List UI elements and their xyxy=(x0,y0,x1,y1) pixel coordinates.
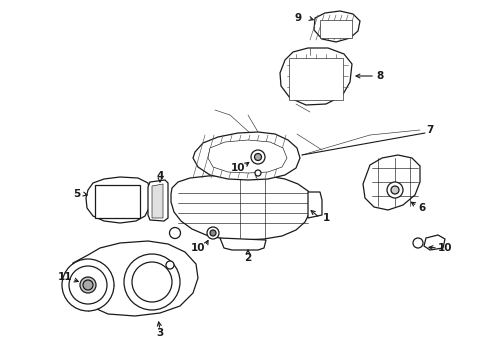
Text: 6: 6 xyxy=(418,203,426,213)
Text: 1: 1 xyxy=(322,213,330,223)
Circle shape xyxy=(413,238,423,248)
Polygon shape xyxy=(70,241,198,316)
Polygon shape xyxy=(220,238,266,250)
Circle shape xyxy=(69,266,107,304)
Polygon shape xyxy=(320,20,352,38)
Circle shape xyxy=(210,230,216,236)
Polygon shape xyxy=(152,184,163,218)
Text: 4: 4 xyxy=(156,171,164,181)
Circle shape xyxy=(170,228,180,239)
Polygon shape xyxy=(171,175,312,240)
Circle shape xyxy=(80,277,96,293)
Circle shape xyxy=(85,282,91,288)
Circle shape xyxy=(254,153,262,161)
Polygon shape xyxy=(289,58,343,100)
Polygon shape xyxy=(148,180,168,221)
Circle shape xyxy=(166,261,174,269)
Text: 10: 10 xyxy=(231,163,245,173)
Polygon shape xyxy=(193,132,300,180)
Text: 10: 10 xyxy=(438,243,452,253)
Circle shape xyxy=(207,227,219,239)
Polygon shape xyxy=(86,177,150,223)
Text: 11: 11 xyxy=(58,272,72,282)
Polygon shape xyxy=(95,185,140,218)
Circle shape xyxy=(62,259,114,311)
Text: 3: 3 xyxy=(156,328,164,338)
Polygon shape xyxy=(280,48,352,105)
Circle shape xyxy=(124,254,180,310)
Circle shape xyxy=(83,280,93,290)
Text: 9: 9 xyxy=(294,13,301,23)
Circle shape xyxy=(387,182,403,198)
Circle shape xyxy=(255,170,261,176)
Text: 8: 8 xyxy=(376,71,384,81)
Polygon shape xyxy=(424,235,445,250)
Text: 2: 2 xyxy=(245,253,252,263)
Polygon shape xyxy=(314,11,360,42)
Polygon shape xyxy=(208,140,287,173)
Circle shape xyxy=(251,150,265,164)
Circle shape xyxy=(132,262,172,302)
Polygon shape xyxy=(363,155,420,210)
Text: 5: 5 xyxy=(74,189,81,199)
Polygon shape xyxy=(308,192,322,218)
Circle shape xyxy=(391,186,399,194)
Text: 7: 7 xyxy=(426,125,434,135)
Text: 10: 10 xyxy=(191,243,205,253)
